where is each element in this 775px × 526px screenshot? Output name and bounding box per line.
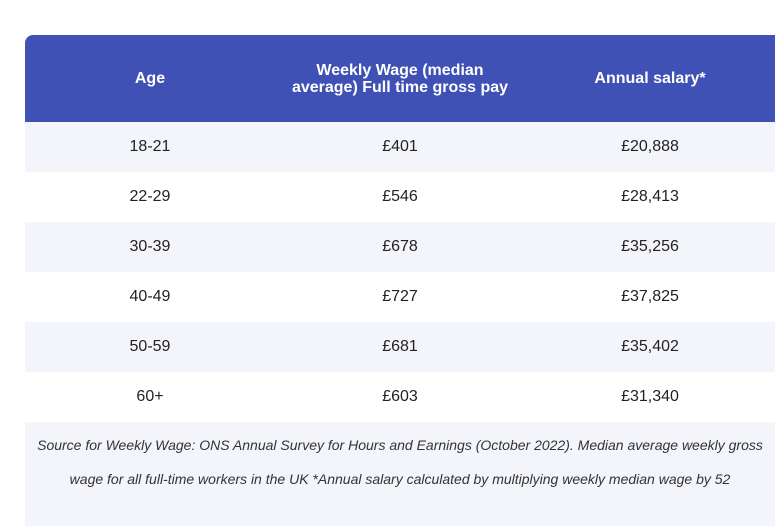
cell-age: 50-59 — [129, 338, 171, 355]
header-annual-salary: Annual salary* — [594, 70, 706, 87]
cell-weekly-wage: £727 — [382, 288, 418, 305]
table-caption: Source for Weekly Wage: ONS Annual Surve… — [25, 422, 775, 526]
cell-age: 40-49 — [129, 288, 171, 305]
cell-annual-salary: £31,340 — [621, 388, 679, 405]
cell-annual-salary: £20,888 — [621, 138, 679, 155]
table-row: 22-29 £546 £28,413 — [25, 172, 775, 222]
header-weekly-wage: Weekly Wage (median average) Full time g… — [291, 61, 509, 96]
table-row: 50-59 £681 £35,402 — [25, 322, 775, 372]
cell-weekly-wage: £678 — [382, 238, 418, 255]
table-row: 40-49 £727 £37,825 — [25, 272, 775, 322]
header-age: Age — [134, 70, 166, 87]
cell-age: 18-21 — [129, 138, 171, 155]
cell-weekly-wage: £546 — [382, 188, 418, 205]
cell-weekly-wage: £603 — [382, 388, 418, 405]
cell-weekly-wage: £681 — [382, 338, 418, 355]
wage-table: Age Weekly Wage (median average) Full ti… — [25, 35, 775, 526]
table-row: 30-39 £678 £35,256 — [25, 222, 775, 272]
table-row: 18-21 £401 £20,888 — [25, 122, 775, 172]
cell-age: 22-29 — [129, 188, 171, 205]
cell-age: 60+ — [136, 388, 164, 405]
cell-annual-salary: £35,256 — [621, 238, 679, 255]
cell-annual-salary: £28,413 — [621, 188, 679, 205]
cell-age: 30-39 — [129, 238, 171, 255]
cell-annual-salary: £37,825 — [621, 288, 679, 305]
table-row: 60+ £603 £31,340 — [25, 372, 775, 422]
table-header: Age Weekly Wage (median average) Full ti… — [25, 35, 775, 122]
cell-annual-salary: £35,402 — [621, 338, 679, 355]
cell-weekly-wage: £401 — [382, 138, 418, 155]
